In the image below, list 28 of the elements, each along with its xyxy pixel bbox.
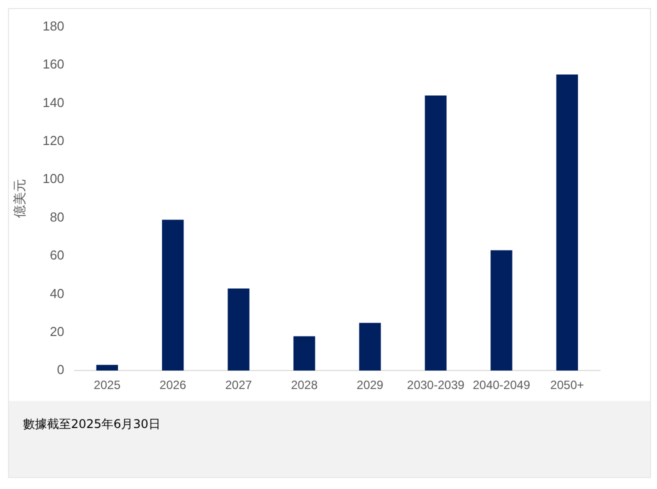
x-tick-label: 2050+ (550, 378, 584, 392)
x-tick-label: 2040-2049 (472, 378, 530, 392)
y-tick-label: 140 (42, 94, 64, 110)
bar (162, 220, 184, 371)
bar (293, 336, 316, 371)
x-tick-label: 2030-2039 (407, 378, 465, 392)
x-tick-label: 2027 (225, 378, 252, 392)
y-tick-label: 180 (42, 18, 64, 34)
y-tick-label: 60 (50, 248, 64, 263)
y-tick-label: 40 (50, 286, 64, 301)
y-tick-label: 0 (57, 362, 64, 378)
text: 數據截至2025年6月30日 (23, 416, 162, 433)
bar (359, 322, 381, 371)
bar (96, 364, 118, 371)
bar (228, 288, 250, 371)
x-tick-label: 2028 (290, 378, 318, 392)
bar (424, 96, 447, 371)
y-tick-label: 160 (42, 56, 64, 72)
bar (490, 250, 512, 371)
y-tick-label: 100 (42, 171, 64, 186)
bar (556, 74, 578, 371)
y-tick-label: 80 (50, 209, 64, 224)
x-tick-label: 2025 (94, 378, 121, 392)
y-tick-label: 120 (42, 132, 64, 148)
x-tick-label: 2026 (160, 378, 187, 392)
y-axis-title: 億美元 (12, 179, 28, 218)
y-tick-label: 20 (50, 324, 64, 339)
x-tick-label: 2029 (356, 378, 384, 392)
